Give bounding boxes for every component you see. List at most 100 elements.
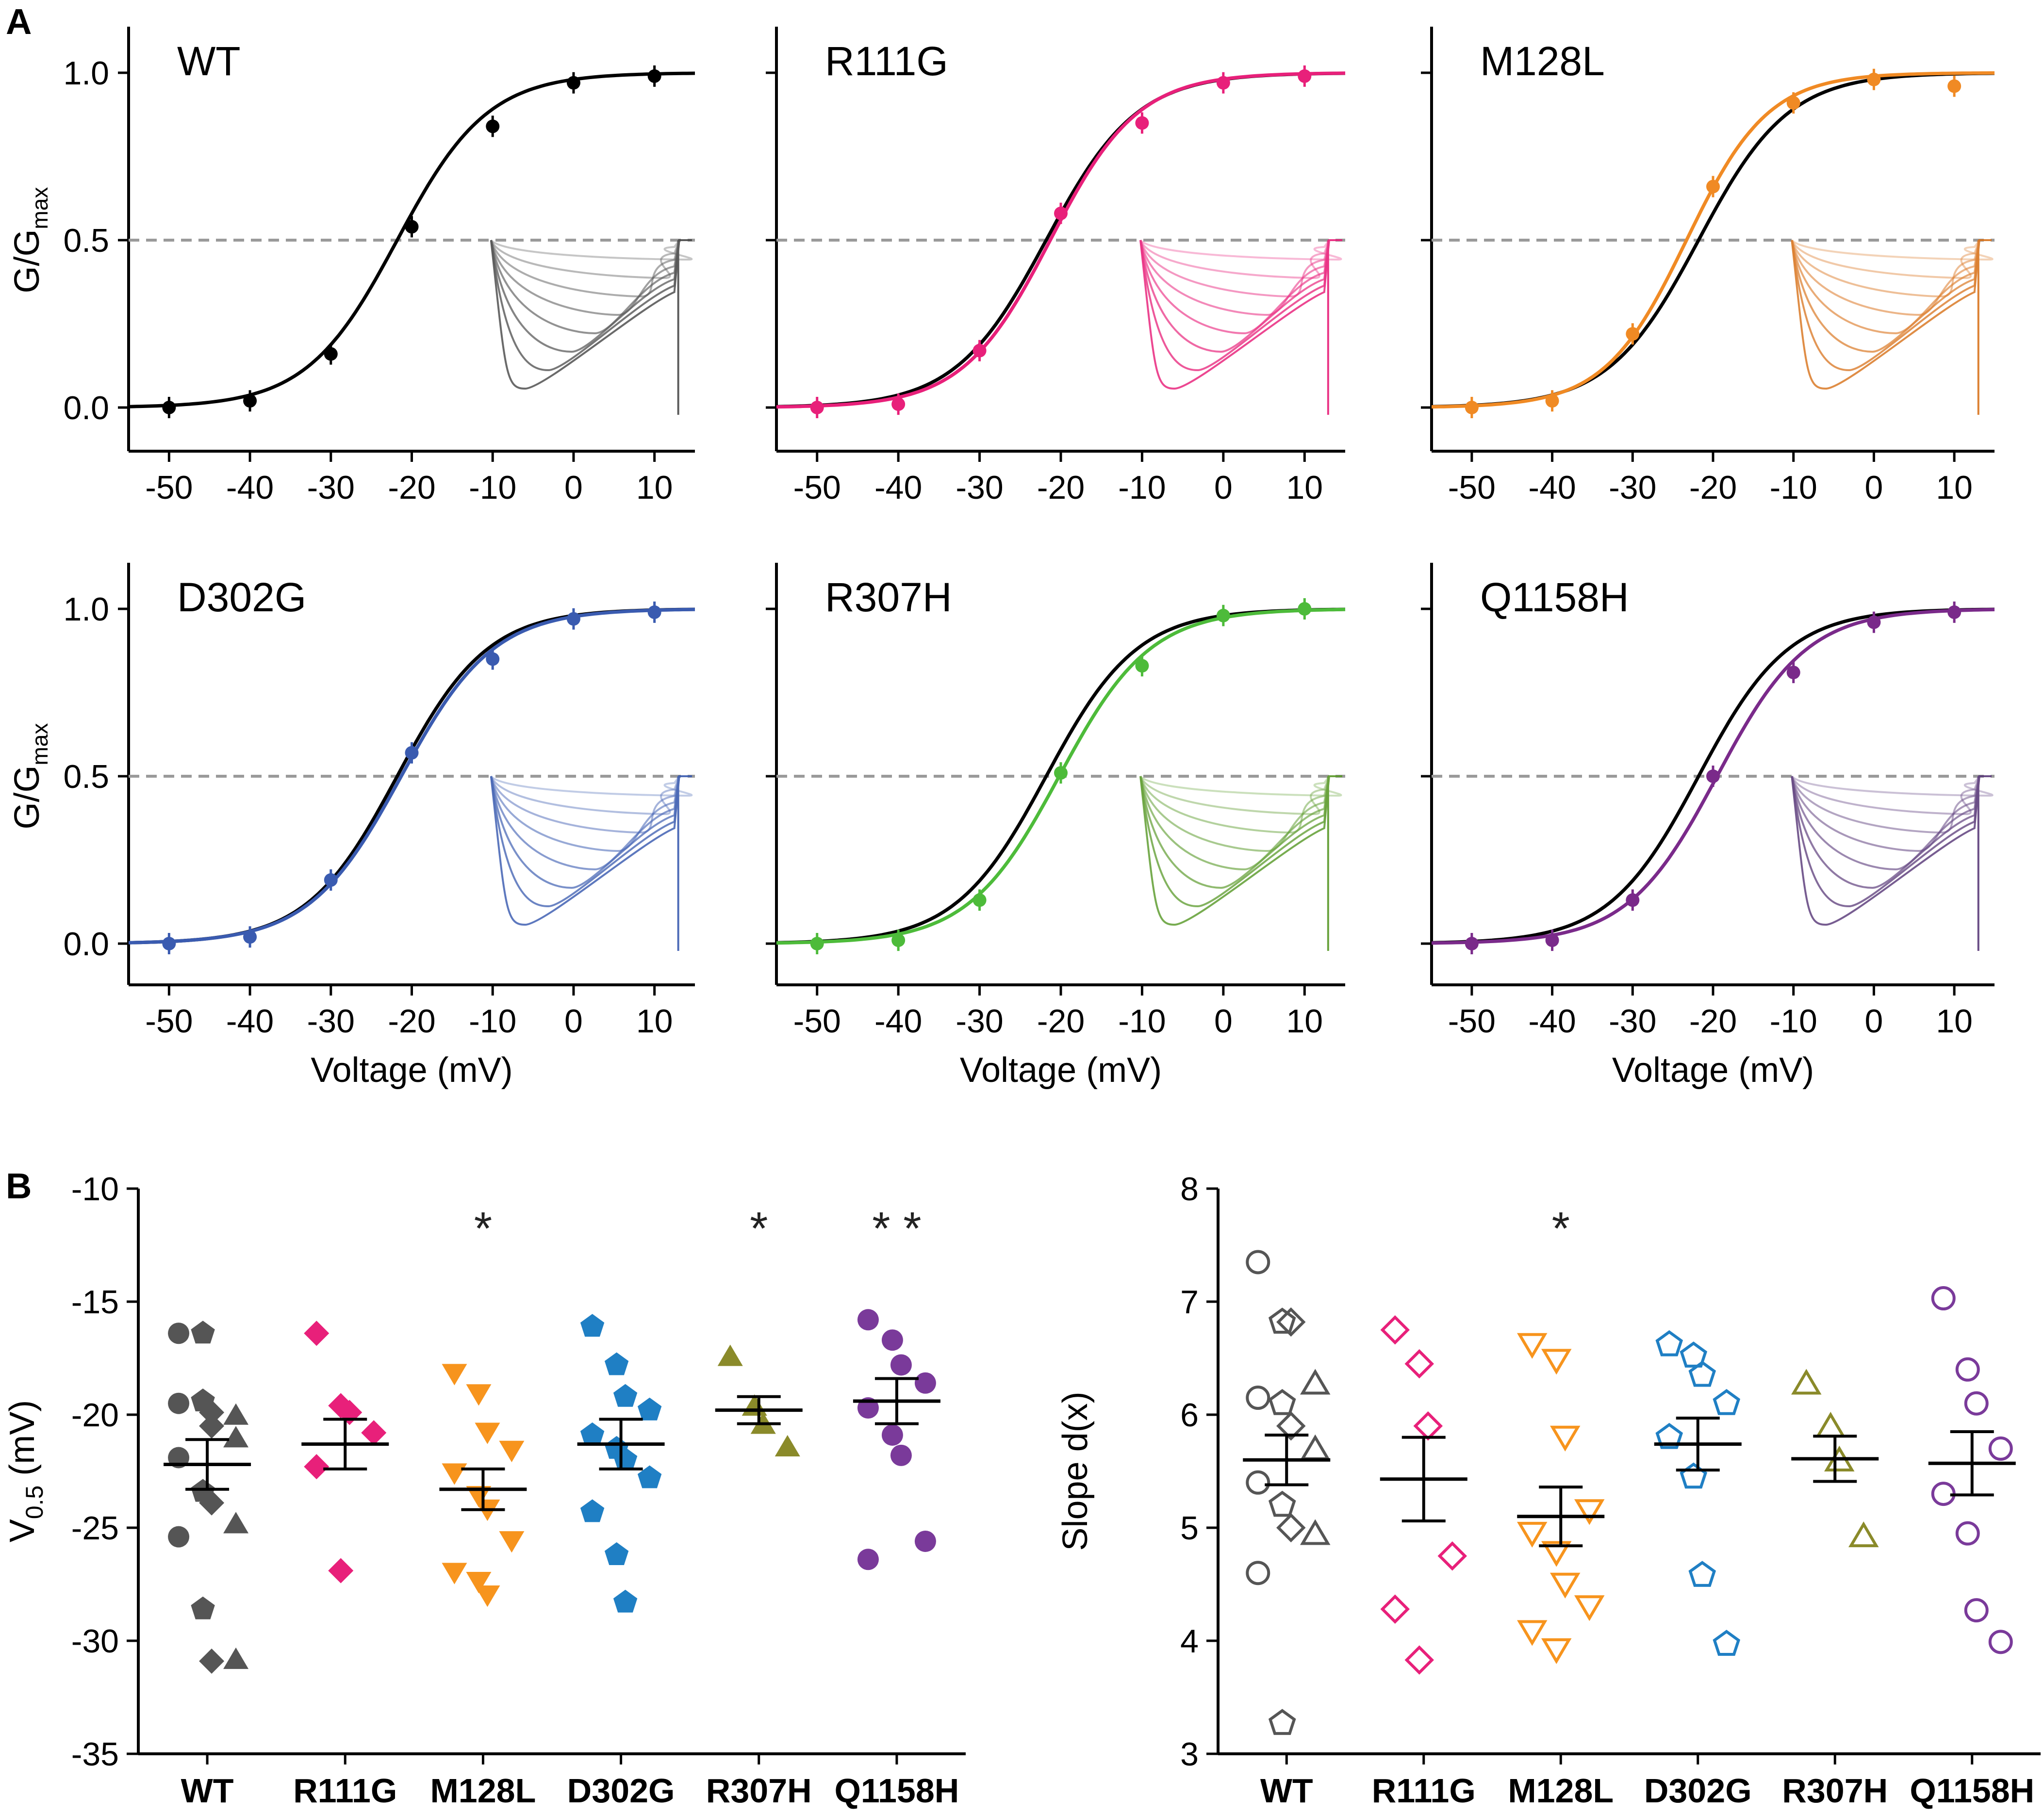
current-trace — [1139, 239, 1342, 335]
y-axis-title: V0.5 (mV) — [3, 1400, 48, 1543]
panel-label-b: B — [6, 1166, 32, 1206]
y-tick-label: -15 — [71, 1284, 119, 1321]
current-traces-inset — [1791, 239, 1994, 415]
data-point — [857, 1549, 879, 1570]
current-trace — [1139, 239, 1342, 298]
data-point — [857, 1309, 879, 1331]
data-point — [162, 401, 176, 414]
x-tick-label: -30 — [956, 1003, 1003, 1040]
data-point — [1246, 1561, 1270, 1585]
data-point — [613, 1589, 638, 1613]
data-point — [890, 1444, 912, 1466]
x-tick-label: -20 — [1689, 1003, 1737, 1040]
data-point — [191, 1388, 215, 1412]
current-trace — [490, 239, 692, 298]
data-point — [1298, 602, 1312, 616]
current-trace — [1139, 775, 1342, 797]
x-tick-label: -50 — [1448, 469, 1496, 506]
data-point — [442, 1463, 467, 1485]
current-trace — [1139, 239, 1342, 353]
data-point — [1867, 72, 1881, 86]
data-point — [1541, 1349, 1572, 1375]
y-tick-label: -25 — [71, 1510, 119, 1547]
significance-marker: * — [1552, 1203, 1570, 1255]
category-label: M128L — [430, 1772, 536, 1810]
data-point — [881, 1329, 903, 1351]
x-tick-label: -40 — [226, 469, 274, 506]
category-label: R111G — [293, 1772, 397, 1810]
data-point — [1688, 1360, 1716, 1387]
current-trace — [490, 239, 693, 261]
y-axis-title-tail: (mV) — [3, 1400, 42, 1486]
x-tick-label: -10 — [1770, 1003, 1817, 1040]
x-tick-label: -20 — [1689, 469, 1737, 506]
data-point — [1574, 1595, 1605, 1621]
x-tick-label: 10 — [1286, 1003, 1323, 1040]
y-tick-label: 3 — [1180, 1736, 1199, 1773]
gv-panel-r307h: -50 -40 -30 -20 -10 0 10 Voltage (mV) R307H — [766, 563, 1346, 1090]
y-tick-label: 0.0 — [63, 926, 109, 963]
panel-label-a: A — [6, 1, 32, 42]
data-point — [199, 1490, 225, 1516]
gv-panel-wt: -50 -40 -30 -20 -10 0 10 0.0 0.5 1.0 G/Gmax WT — [8, 27, 695, 506]
current-trace — [490, 775, 692, 852]
x-tick-label: -10 — [1118, 469, 1166, 506]
data-point — [1541, 1541, 1572, 1567]
data-point — [580, 1422, 605, 1445]
data-point — [1437, 1541, 1467, 1571]
y-tick-label: 7 — [1180, 1284, 1199, 1321]
data-point — [243, 394, 257, 408]
data-point — [1713, 1630, 1741, 1656]
variant-name: M128L — [1480, 38, 1605, 84]
x-tick-label: 10 — [636, 469, 673, 506]
data-point — [1246, 1470, 1270, 1495]
data-point — [1268, 1709, 1296, 1735]
data-point — [1380, 1315, 1410, 1345]
data-point — [1276, 1307, 1306, 1337]
current-trace — [1791, 239, 1992, 316]
category-label: R111G — [1372, 1772, 1476, 1810]
y-tick-label: 1.0 — [63, 55, 109, 92]
x-tick-label: -50 — [793, 1003, 841, 1040]
current-trace — [1139, 239, 1342, 372]
data-point — [223, 1426, 249, 1448]
current-traces-inset — [1139, 239, 1342, 415]
data-point — [1135, 116, 1149, 130]
data-point — [442, 1563, 467, 1584]
data-point — [647, 69, 661, 83]
x-tick-label: -40 — [874, 1003, 922, 1040]
current-trace — [1791, 239, 1992, 298]
current-trace — [1139, 775, 1342, 908]
y-axis-title-sub: max — [27, 723, 52, 766]
current-trace — [1791, 775, 1992, 926]
data-point — [1300, 1434, 1331, 1460]
data-point — [223, 1512, 249, 1534]
current-trace — [490, 775, 692, 926]
y-tick-label: -30 — [71, 1623, 119, 1660]
data-point — [405, 746, 419, 760]
y-axis-title: G/Gmax — [8, 723, 52, 830]
data-point — [604, 1352, 629, 1375]
category-label: Q1158H — [1910, 1772, 2034, 1810]
data-point — [1268, 1490, 1296, 1517]
y-tick-label: 0.5 — [63, 222, 109, 259]
current-trace — [1139, 775, 1342, 926]
current-trace — [490, 775, 692, 871]
data-point — [1713, 1388, 1741, 1415]
data-point — [1380, 1594, 1410, 1624]
x-tick-label: -50 — [145, 1003, 193, 1040]
data-point — [1791, 1369, 1822, 1395]
data-point — [1947, 79, 1962, 93]
data-point — [199, 1648, 225, 1674]
category-label: WT — [1260, 1772, 1313, 1810]
data-point — [1964, 1391, 1989, 1416]
current-trace — [1791, 775, 1992, 852]
data-point — [168, 1392, 190, 1414]
data-point — [1545, 933, 1559, 947]
current-trace — [1791, 775, 1994, 797]
current-trace — [1139, 775, 1342, 889]
current-traces-inset — [490, 775, 693, 951]
x-tick-label: -20 — [388, 469, 435, 506]
data-point — [1815, 1411, 1846, 1438]
data-point — [1276, 1513, 1306, 1543]
